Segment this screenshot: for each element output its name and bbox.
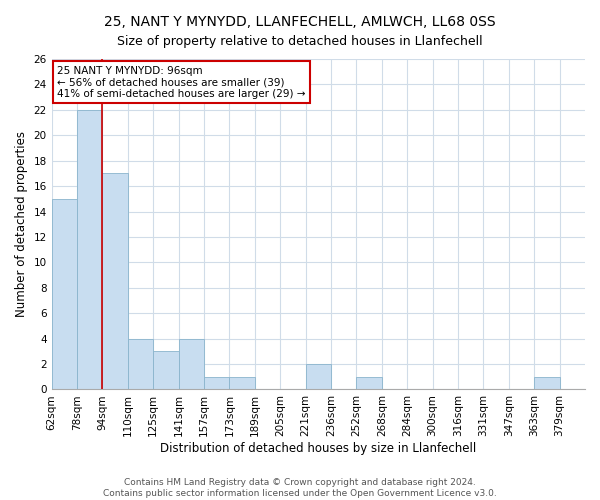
Bar: [305, 364, 331, 390]
Bar: [179, 338, 204, 390]
Bar: [103, 174, 128, 390]
Bar: [534, 376, 560, 390]
Bar: [128, 338, 153, 390]
Text: Contains HM Land Registry data © Crown copyright and database right 2024.
Contai: Contains HM Land Registry data © Crown c…: [103, 478, 497, 498]
Text: Size of property relative to detached houses in Llanfechell: Size of property relative to detached ho…: [117, 35, 483, 48]
Text: 25 NANT Y MYNYDD: 96sqm
← 56% of detached houses are smaller (39)
41% of semi-de: 25 NANT Y MYNYDD: 96sqm ← 56% of detache…: [57, 66, 305, 99]
Text: 25, NANT Y MYNYDD, LLANFECHELL, AMLWCH, LL68 0SS: 25, NANT Y MYNYDD, LLANFECHELL, AMLWCH, …: [104, 15, 496, 29]
Bar: [356, 376, 382, 390]
X-axis label: Distribution of detached houses by size in Llanfechell: Distribution of detached houses by size …: [160, 442, 476, 455]
Y-axis label: Number of detached properties: Number of detached properties: [15, 131, 28, 317]
Bar: [77, 110, 103, 390]
Bar: [153, 352, 179, 390]
Bar: [204, 376, 229, 390]
Bar: [52, 199, 77, 390]
Bar: [229, 376, 255, 390]
